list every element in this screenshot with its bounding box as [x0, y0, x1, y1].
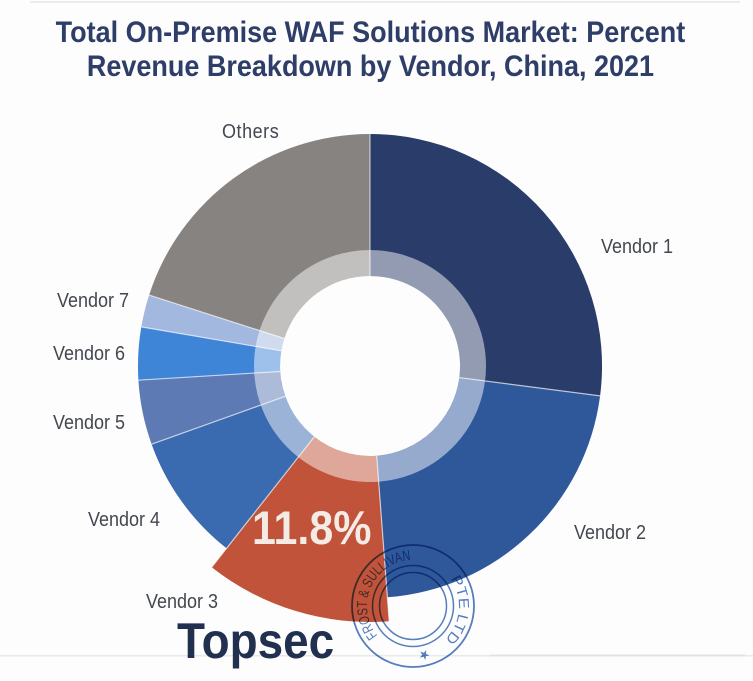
svg-text:★: ★ — [417, 647, 432, 664]
